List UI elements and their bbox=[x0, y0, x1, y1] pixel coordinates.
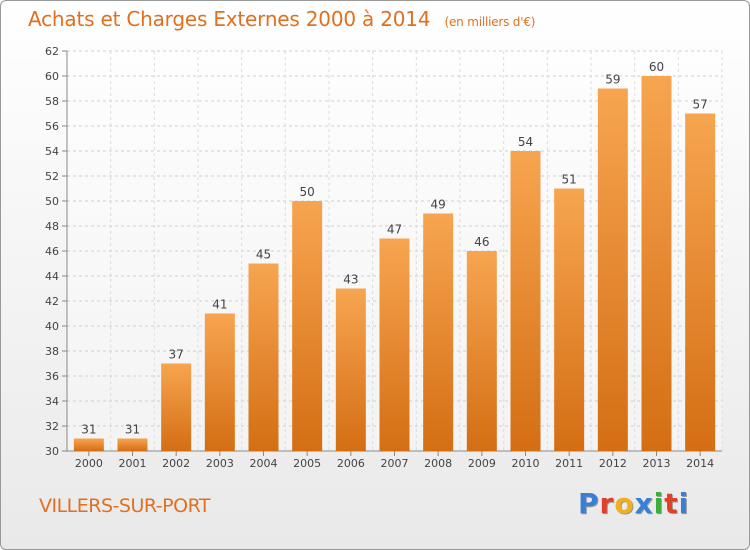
x-tick-label: 2011 bbox=[555, 457, 583, 470]
chart-unit: (en milliers d'€) bbox=[444, 15, 536, 29]
y-tick-label: 60 bbox=[45, 70, 59, 83]
bar-value-label: 41 bbox=[212, 298, 227, 312]
x-tick-label: 2005 bbox=[293, 457, 321, 470]
bar-2010[interactable] bbox=[510, 151, 541, 451]
x-tick-label: 2006 bbox=[337, 457, 365, 470]
bar-value-label: 31 bbox=[81, 423, 96, 437]
y-tick-label: 40 bbox=[45, 320, 59, 333]
x-tick-label: 2010 bbox=[512, 457, 540, 470]
logo-letter: t bbox=[664, 487, 679, 520]
bar-value-label: 45 bbox=[256, 248, 271, 262]
bar-value-label: 47 bbox=[387, 223, 402, 237]
bar-2007[interactable] bbox=[379, 238, 410, 452]
y-tick-label: 44 bbox=[45, 270, 59, 283]
bar-value-label: 31 bbox=[125, 423, 140, 437]
x-tick-label: 2007 bbox=[381, 457, 409, 470]
logo-letter: P bbox=[578, 487, 600, 520]
y-tick-label: 54 bbox=[45, 145, 59, 158]
bar-2006[interactable] bbox=[335, 288, 366, 452]
bar-value-label: 43 bbox=[343, 273, 358, 287]
chart-title: Achats et Charges Externes 2000 à 2014 bbox=[28, 7, 431, 31]
x-tick-label: 2008 bbox=[424, 457, 452, 470]
bar-value-label: 50 bbox=[300, 185, 315, 199]
data-labels: 31 31 37 41 45 50 43 47 49 46 54 51 59 60 57 bbox=[81, 60, 708, 437]
y-tick-label: 38 bbox=[45, 345, 59, 358]
bar-2002[interactable] bbox=[161, 363, 192, 452]
x-tick-label: 2002 bbox=[162, 457, 190, 470]
bar-2011[interactable] bbox=[554, 188, 585, 452]
bar-2000[interactable] bbox=[73, 438, 104, 452]
commune-name: VILLERS-SUR-PORT bbox=[39, 495, 211, 517]
logo-letter: r bbox=[599, 487, 615, 520]
y-tick-label: 42 bbox=[45, 295, 59, 308]
x-tick-label: 2012 bbox=[599, 457, 627, 470]
bar-value-label: 51 bbox=[562, 173, 577, 187]
bars bbox=[73, 76, 716, 452]
bar-2003[interactable] bbox=[204, 313, 235, 452]
bar-value-label: 49 bbox=[431, 198, 446, 212]
y-tick-label: 36 bbox=[45, 370, 59, 383]
x-tick-label: 2013 bbox=[643, 457, 671, 470]
proxiti-logo[interactable]: Proxiti bbox=[578, 487, 689, 520]
chart-title-block: Achats et Charges Externes 2000 à 2014 (… bbox=[28, 7, 535, 31]
bar-2005[interactable] bbox=[292, 201, 323, 451]
y-tick-label: 52 bbox=[45, 170, 59, 183]
y-tick-label: 30 bbox=[45, 445, 59, 458]
bar-value-label: 60 bbox=[649, 60, 664, 74]
bar-value-label: 54 bbox=[518, 135, 533, 149]
bar-value-label: 46 bbox=[474, 235, 489, 249]
bar-2014[interactable] bbox=[685, 113, 716, 452]
logo-letter: x bbox=[634, 487, 654, 520]
y-tick-label: 48 bbox=[45, 220, 59, 233]
y-tick-label: 46 bbox=[45, 245, 59, 258]
bar-2013[interactable] bbox=[641, 76, 672, 451]
x-tick-label: 2003 bbox=[206, 457, 234, 470]
logo-letter: i bbox=[678, 487, 690, 520]
y-tick-label: 34 bbox=[45, 395, 59, 408]
y-tick-label: 62 bbox=[45, 45, 59, 58]
x-tick-label: 2004 bbox=[250, 457, 278, 470]
x-tick-label: 2001 bbox=[119, 457, 147, 470]
bar-2004[interactable] bbox=[248, 263, 279, 452]
y-tick-label: 50 bbox=[45, 195, 59, 208]
x-tick-label: 2014 bbox=[686, 457, 714, 470]
logo-letter: i bbox=[653, 487, 665, 520]
y-tick-label: 58 bbox=[45, 95, 59, 108]
bar-value-label: 57 bbox=[693, 98, 708, 112]
bar-2009[interactable] bbox=[466, 251, 497, 451]
bar-2012[interactable] bbox=[597, 88, 628, 452]
y-tick-label: 56 bbox=[45, 120, 59, 133]
bar-2001[interactable] bbox=[117, 438, 148, 452]
bar-2008[interactable] bbox=[423, 213, 454, 452]
bar-value-label: 37 bbox=[169, 348, 184, 362]
x-tick-label: 2000 bbox=[75, 457, 103, 470]
y-tick-label: 32 bbox=[45, 420, 59, 433]
bar-value-label: 59 bbox=[605, 73, 620, 87]
logo-letter: o bbox=[614, 487, 635, 520]
x-tick-label: 2009 bbox=[468, 457, 496, 470]
